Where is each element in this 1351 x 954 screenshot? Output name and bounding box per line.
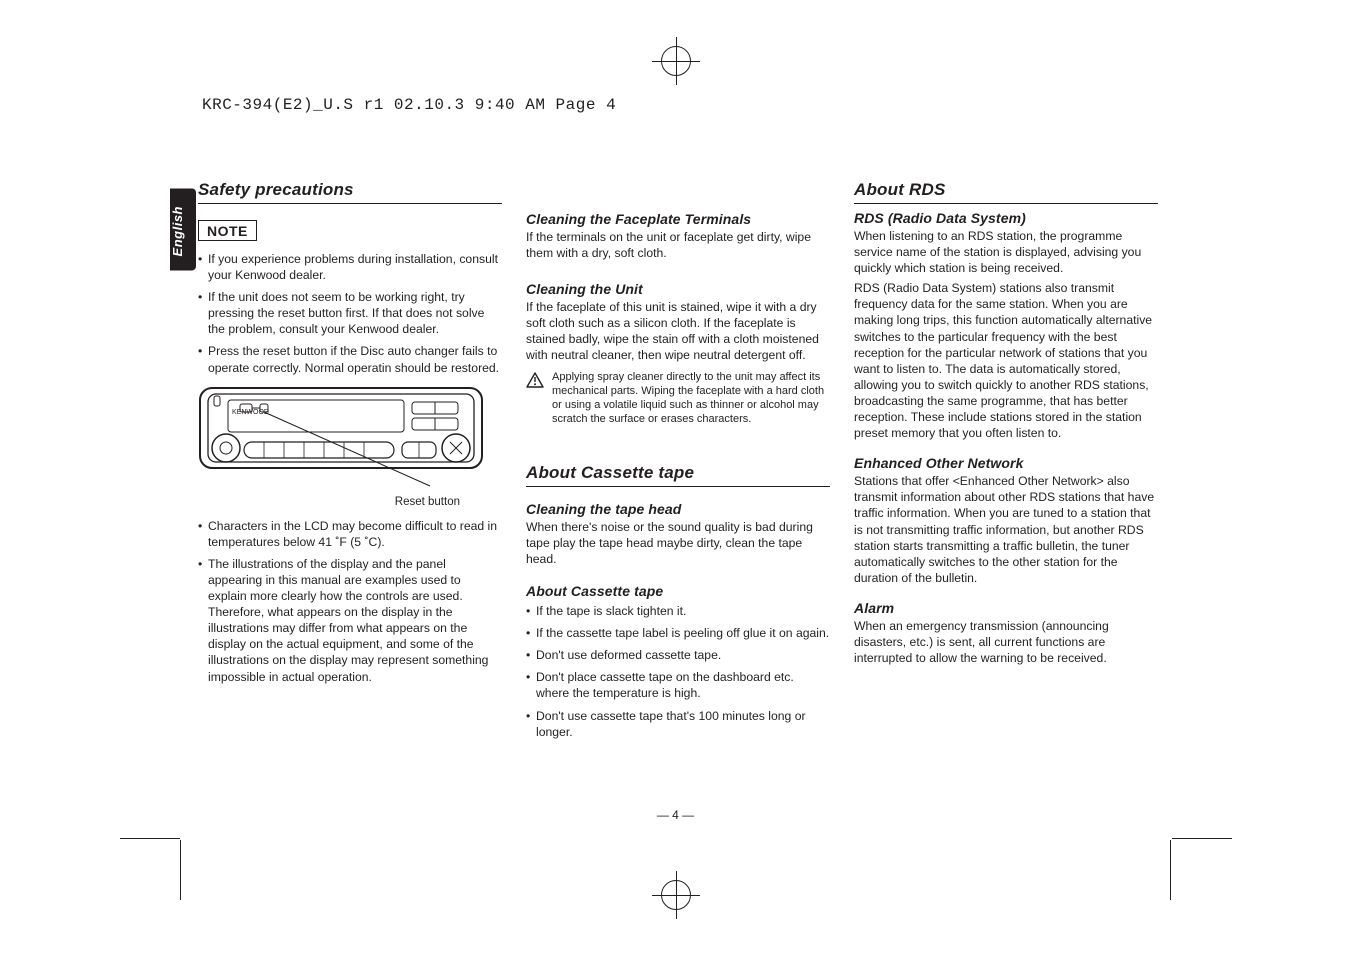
crop-mark-icon <box>180 840 181 900</box>
page-number: — 4 — <box>0 808 1351 822</box>
body-text: When listening to an RDS station, the pr… <box>854 228 1158 276</box>
crop-mark-icon <box>120 838 180 839</box>
subheading-enhanced-network: Enhanced Other Network <box>854 455 1158 471</box>
body-text: When there's noise or the sound quality … <box>526 519 830 567</box>
safety-bullets-a: If you experience problems during instal… <box>198 251 502 376</box>
warning-triangle-icon <box>526 372 544 388</box>
list-item: Characters in the LCD may become difficu… <box>198 518 502 550</box>
subheading-cleaning-unit: Cleaning the Unit <box>526 281 830 297</box>
body-text: If the terminals on the unit or faceplat… <box>526 229 830 261</box>
body-text: RDS (Radio Data System) stations also tr… <box>854 280 1158 441</box>
note-badge: NOTE <box>198 220 257 241</box>
crop-mark-icon <box>1172 838 1232 839</box>
caution-note: Applying spray cleaner directly to the u… <box>526 370 830 427</box>
section-title-cassette: About Cassette tape <box>526 463 830 487</box>
list-item: If the unit does not seem to be working … <box>198 289 502 337</box>
subheading-alarm: Alarm <box>854 600 1158 616</box>
list-item: If the cassette tape label is peeling of… <box>526 625 830 641</box>
language-tab: English <box>170 188 196 270</box>
column-left: Safety precautions NOTE If you experienc… <box>198 180 502 746</box>
section-title-safety: Safety precautions <box>198 180 502 204</box>
list-item: The illustrations of the display and the… <box>198 556 502 685</box>
registration-mark-icon <box>661 880 691 910</box>
registration-mark-icon <box>661 46 691 76</box>
subheading-rds: RDS (Radio Data System) <box>854 210 1158 226</box>
subheading-tape-head: Cleaning the tape head <box>526 501 830 517</box>
car-stereo-icon: KENWOOD <box>198 386 484 492</box>
caution-text: Applying spray cleaner directly to the u… <box>552 370 830 427</box>
subheading-about-cassette: About Cassette tape <box>526 583 830 599</box>
subheading-faceplate-terminals: Cleaning the Faceplate Terminals <box>526 211 830 227</box>
list-item: Don't use deformed cassette tape. <box>526 647 830 663</box>
safety-bullets-b: Characters in the LCD may become difficu… <box>198 518 502 685</box>
crop-mark-icon <box>1170 840 1171 900</box>
list-item: Don't use cassette tape that's 100 minut… <box>526 708 830 740</box>
section-title-rds: About RDS <box>854 180 1158 204</box>
cassette-bullets: If the tape is slack tighten it. If the … <box>526 603 830 740</box>
list-item: If the tape is slack tighten it. <box>526 603 830 619</box>
column-right: About RDS RDS (Radio Data System) When l… <box>854 180 1158 746</box>
list-item: Don't place cassette tape on the dashboa… <box>526 669 830 701</box>
content-columns: Safety precautions NOTE If you experienc… <box>198 180 1158 746</box>
body-text: When an emergency transmission (announci… <box>854 618 1158 666</box>
device-illustration: KENWOOD <box>198 386 484 492</box>
column-middle: Cleaning the Faceplate Terminals If the … <box>526 180 830 746</box>
body-text: Stations that offer <Enhanced Other Netw… <box>854 473 1158 586</box>
print-meta: KRC-394(E2)_U.S r1 02.10.3 9:40 AM Page … <box>202 96 616 114</box>
page: KRC-394(E2)_U.S r1 02.10.3 9:40 AM Page … <box>0 0 1351 954</box>
reset-caption: Reset button <box>198 496 484 508</box>
body-text: If the faceplate of this unit is stained… <box>526 299 830 363</box>
list-item: If you experience problems during instal… <box>198 251 502 283</box>
list-item: Press the reset button if the Disc auto … <box>198 343 502 375</box>
